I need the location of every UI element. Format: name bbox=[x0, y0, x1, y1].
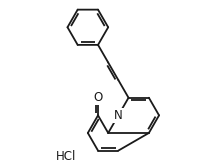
Text: N: N bbox=[114, 109, 123, 122]
Text: HCl: HCl bbox=[56, 150, 77, 163]
Text: O: O bbox=[93, 91, 103, 104]
